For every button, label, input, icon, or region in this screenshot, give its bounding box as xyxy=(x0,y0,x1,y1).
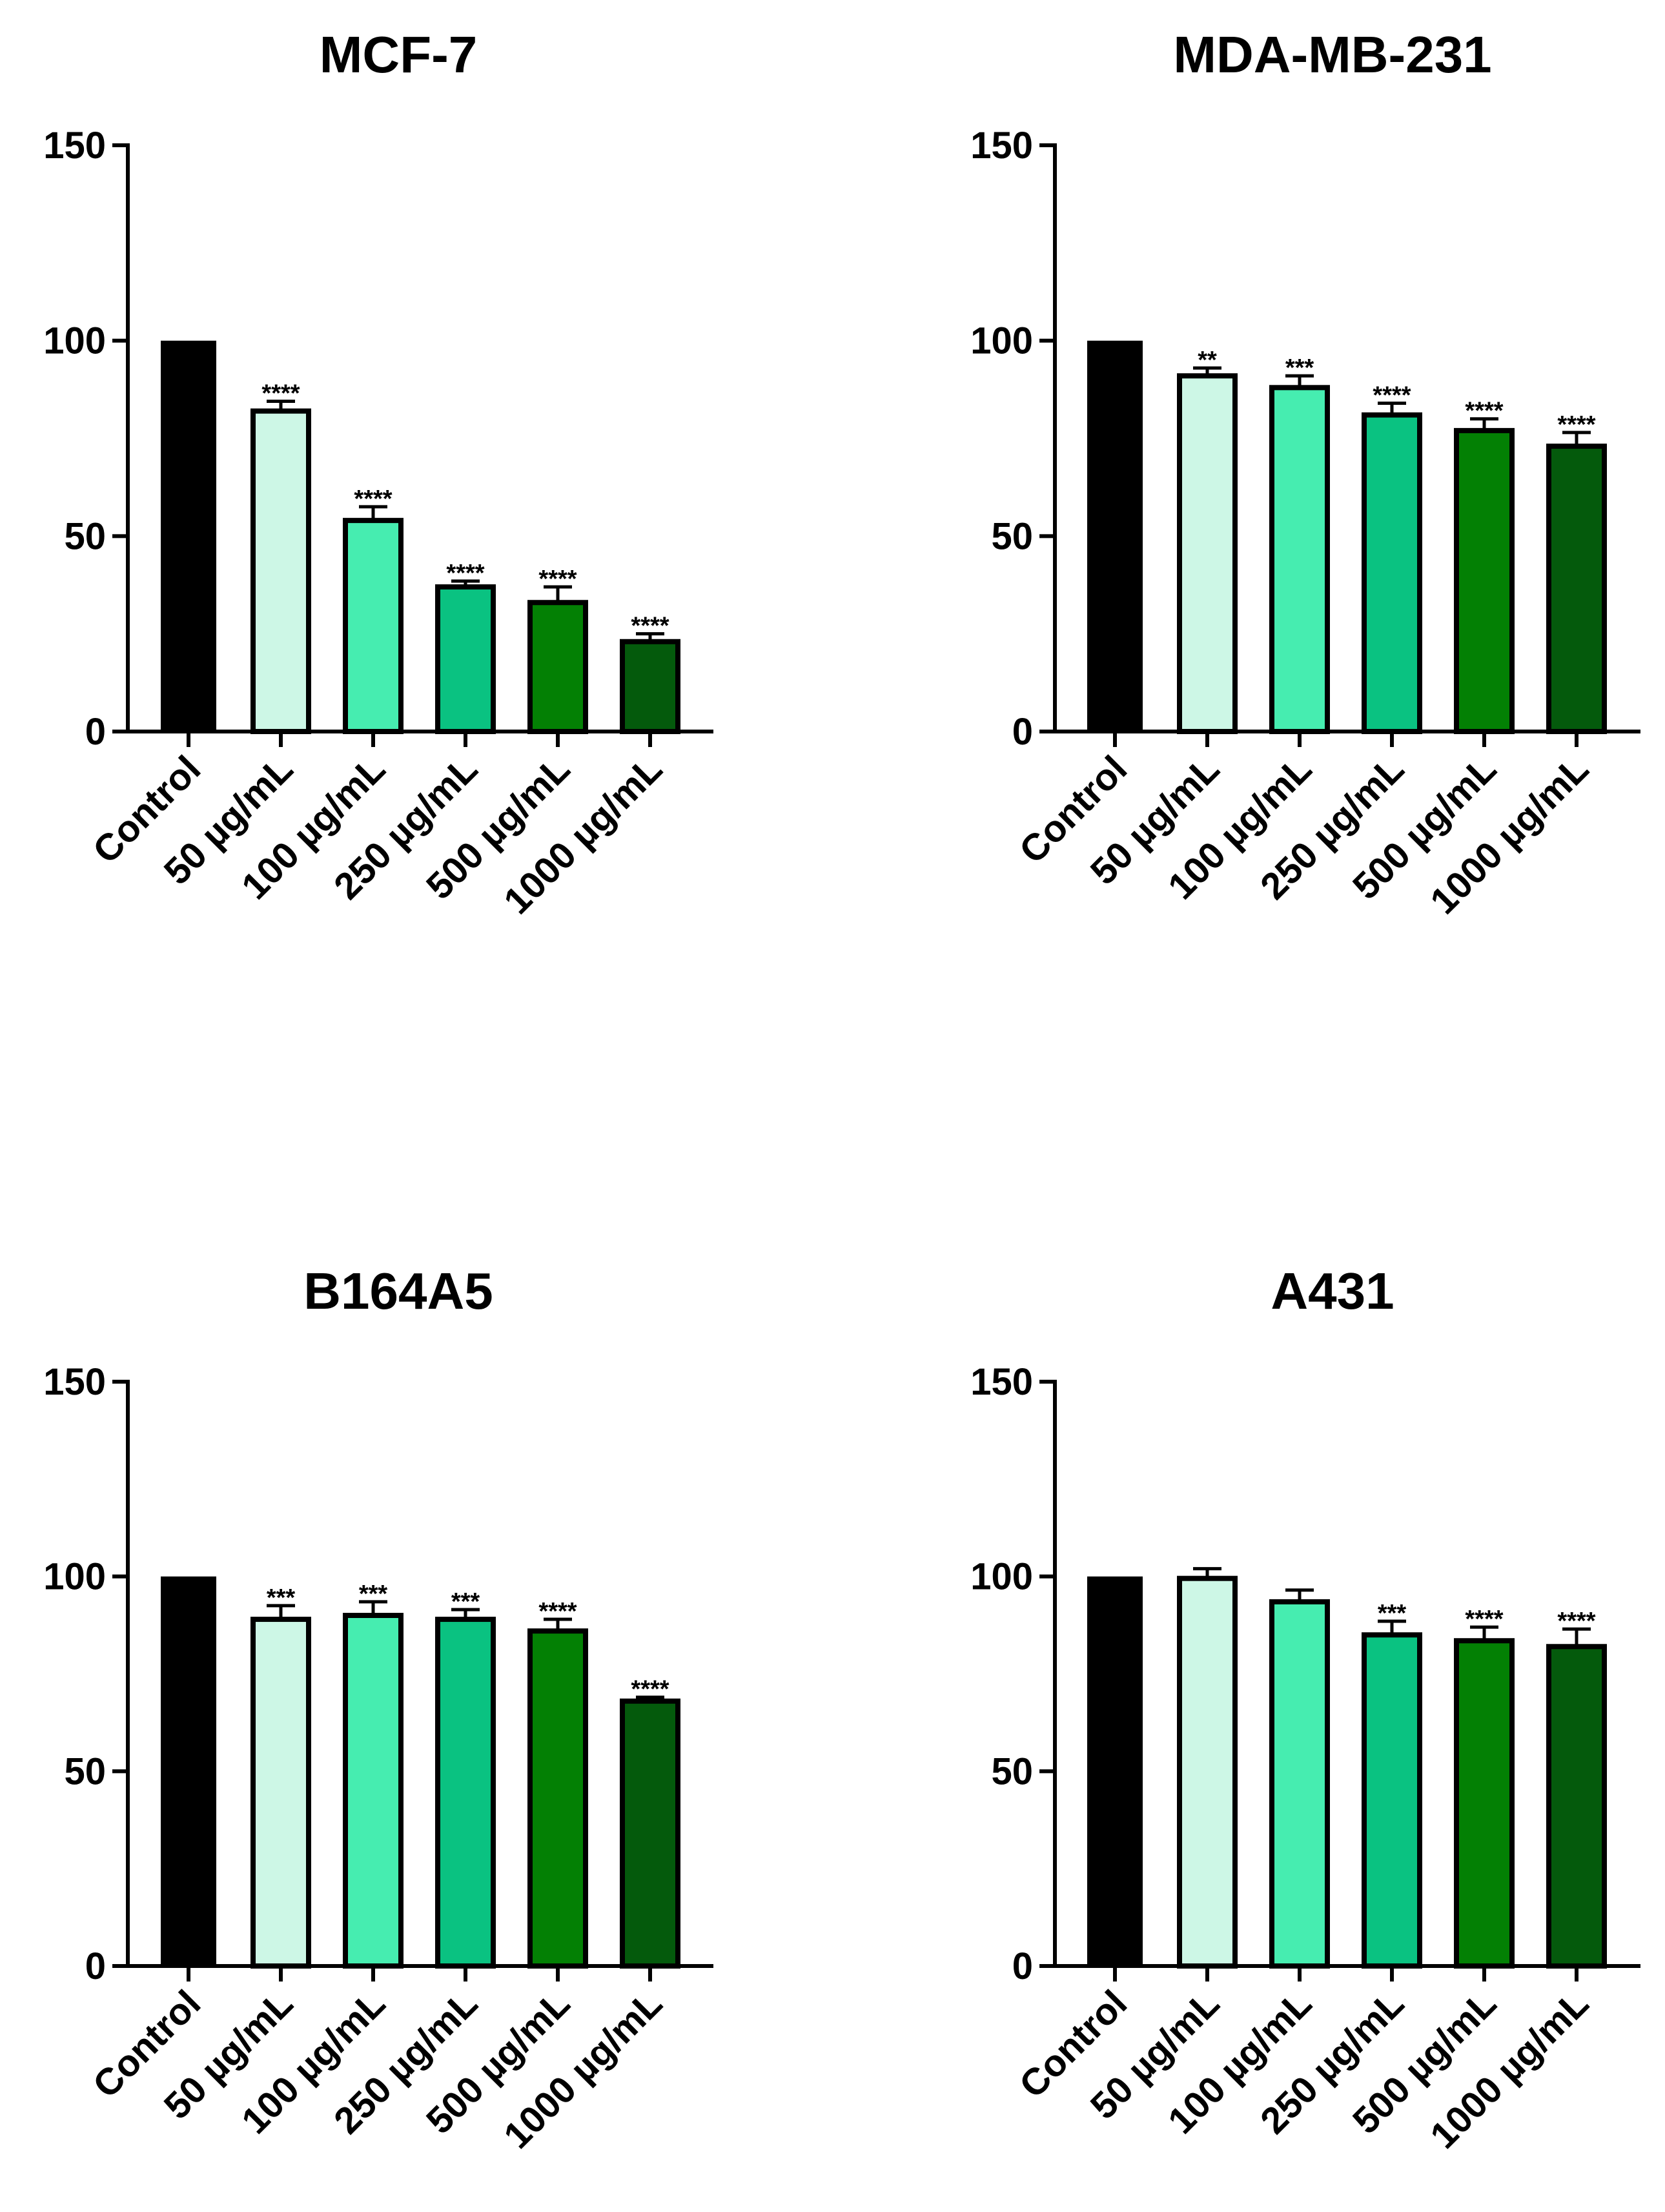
bar-dose-4 xyxy=(527,600,588,734)
significance-label: *** xyxy=(359,1581,388,1608)
bar-dose-4 xyxy=(527,1628,588,1969)
y-tick-label: 150 xyxy=(970,125,1033,167)
chart-title-a431: A431 xyxy=(1271,1262,1394,1320)
significance-label: *** xyxy=(1378,1600,1407,1627)
y-tick-label: 100 xyxy=(43,1556,106,1598)
significance-label: **** xyxy=(1465,398,1503,425)
bar-dose-2 xyxy=(343,518,403,734)
bar-control xyxy=(161,1576,216,1966)
bar-dose-4 xyxy=(1454,427,1515,734)
bar-dose-5 xyxy=(620,639,680,734)
bar-control xyxy=(1087,1576,1143,1966)
bar-dose-1 xyxy=(1177,373,1238,734)
y-tick-label: 100 xyxy=(970,320,1033,362)
significance-label: **** xyxy=(354,486,392,513)
bar-dose-1 xyxy=(1177,1575,1238,1969)
bar-dose-5 xyxy=(1546,444,1607,735)
y-tick-label: 100 xyxy=(43,320,106,362)
y-tick-label: 50 xyxy=(64,515,106,557)
bar-dose-2 xyxy=(1269,1599,1330,1969)
significance-label: **** xyxy=(538,1598,577,1625)
significance-label: *** xyxy=(451,1588,480,1615)
significance-label: *** xyxy=(1285,354,1314,382)
y-tick-label: 50 xyxy=(64,1750,106,1792)
significance-label: **** xyxy=(538,566,577,593)
bar-dose-3 xyxy=(1362,412,1422,734)
y-tick-label: 0 xyxy=(1012,711,1033,753)
bar-dose-5 xyxy=(1546,1644,1607,1969)
significance-label: ** xyxy=(1198,347,1217,374)
significance-label: **** xyxy=(446,560,484,587)
bar-dose-3 xyxy=(1362,1632,1422,1969)
chart-title-mda-mb-231: MDA-MB-231 xyxy=(1173,26,1491,83)
bar-dose-1 xyxy=(250,1617,311,1969)
significance-label: **** xyxy=(1557,411,1595,438)
significance-label: **** xyxy=(631,613,669,640)
y-tick-label: 50 xyxy=(991,1750,1033,1792)
bar-control xyxy=(1087,340,1143,732)
significance-label: **** xyxy=(261,380,300,407)
y-tick-label: 150 xyxy=(43,125,106,167)
y-tick-label: 150 xyxy=(970,1361,1033,1403)
significance-label: **** xyxy=(1465,1606,1503,1633)
significance-label: **** xyxy=(631,1676,669,1703)
y-tick-label: 100 xyxy=(970,1556,1033,1598)
bar-dose-3 xyxy=(435,584,496,734)
bar-dose-2 xyxy=(343,1613,403,1969)
significance-label: **** xyxy=(1557,1608,1595,1635)
chart-title-mcf7: MCF-7 xyxy=(320,26,477,83)
significance-label: *** xyxy=(267,1584,296,1612)
bar-dose-3 xyxy=(435,1617,496,1969)
bar-control xyxy=(161,340,216,732)
y-tick-label: 0 xyxy=(85,711,106,753)
y-tick-label: 50 xyxy=(991,515,1033,557)
y-tick-label: 0 xyxy=(85,1945,106,1987)
y-tick-label: 150 xyxy=(43,1361,106,1403)
y-tick-label: 0 xyxy=(1012,1945,1033,1987)
bar-dose-2 xyxy=(1269,385,1330,734)
bar-dose-4 xyxy=(1454,1638,1515,1969)
bar-dose-5 xyxy=(620,1698,680,1969)
bar-dose-1 xyxy=(250,408,311,734)
significance-label: **** xyxy=(1373,382,1411,409)
chart-title-b164a5: B164A5 xyxy=(303,1262,493,1320)
